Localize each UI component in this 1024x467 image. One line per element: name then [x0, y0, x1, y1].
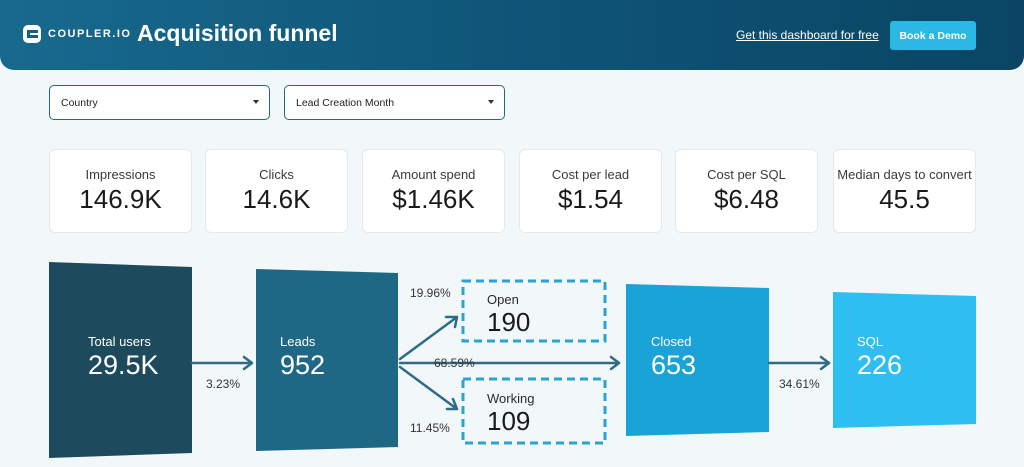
total-users-label: Total users: [88, 334, 151, 349]
pct-closed: 68.59%: [434, 356, 475, 370]
kpi-value: 14.6K: [242, 184, 311, 214]
kpi-label: Amount spend: [391, 167, 476, 182]
kpi-label: Impressions: [85, 167, 156, 182]
pct-open: 19.96%: [410, 286, 451, 300]
arrow-closed-to-sql: [767, 355, 831, 371]
closed-label: Closed: [651, 334, 692, 349]
open-value: 190: [487, 307, 531, 337]
arrow-leads-to-closed: [398, 355, 621, 371]
open-label: Open: [487, 292, 519, 307]
arrow-leads-to-working: [398, 365, 459, 411]
get-dashboard-link[interactable]: Get this dashboard for free: [736, 28, 879, 42]
kpi-value: $1.46K: [392, 184, 475, 214]
total-users-value: 29.5K: [88, 350, 159, 380]
book-demo-button[interactable]: Book a Demo: [890, 21, 976, 50]
kpi-card-cost-per-sql: Cost per SQL $6.48: [675, 149, 818, 233]
kpi-card-clicks: Clicks 14.6K: [205, 149, 348, 233]
coupler-logo[interactable]: COUPLER.IO: [22, 24, 131, 44]
funnel-leads-shape: [256, 269, 398, 451]
caret-down-icon: [253, 100, 259, 104]
sql-label: SQL: [857, 334, 884, 349]
coupler-logo-icon: [23, 25, 41, 43]
working-label: Working: [487, 391, 535, 406]
working-dashed-box: [461, 377, 607, 445]
kpi-label: Clicks: [259, 167, 294, 182]
pct-working: 11.45%: [410, 421, 450, 435]
kpi-label: Cost per SQL: [707, 167, 786, 182]
kpi-card-median-days: Median days to convert 45.5: [833, 149, 976, 233]
kpi-card-impressions: Impressions 146.9K: [49, 149, 192, 233]
funnel-closed-shape: [626, 284, 769, 436]
kpi-value: $1.54: [557, 184, 624, 214]
leads-value: 952: [280, 350, 326, 380]
country-select[interactable]: Country: [49, 85, 270, 120]
page-title: Acquisition funnel: [137, 20, 338, 46]
kpi-label: Cost per lead: [551, 167, 630, 182]
kpi-value: $6.48: [713, 184, 780, 214]
lead-month-select[interactable]: Lead Creation Month: [284, 85, 505, 120]
pct-closed-to-sql: 34.61%: [779, 377, 820, 391]
leads-label: Leads: [280, 334, 316, 349]
kpi-card-amount-spend: Amount spend $1.46K: [362, 149, 505, 233]
lead-month-select-label: Lead Creation Month: [296, 96, 395, 109]
kpi-value: 146.9K: [79, 184, 162, 214]
caret-down-icon: [488, 100, 494, 104]
closed-value: 653: [651, 350, 697, 380]
acquisition-funnel: Total users 29.5K Leads 952 Open 190 Wor…: [0, 255, 1024, 467]
kpi-label: Median days to convert: [837, 167, 972, 182]
arrow-leads-to-open: [398, 315, 459, 361]
arrow-users-to-leads: [190, 355, 254, 371]
open-dashed-box: [461, 279, 607, 343]
country-select-label: Country: [61, 96, 98, 109]
kpi-value: 45.5: [879, 184, 930, 214]
funnel-total-users-shape: [49, 262, 192, 458]
kpi-card-cost-per-lead: Cost per lead $1.54: [519, 149, 662, 233]
sql-value: 226: [857, 350, 903, 380]
header-bar: COUPLER.IO Acquisition funnel Get this d…: [0, 0, 1024, 70]
funnel-sql-shape: [833, 292, 976, 428]
pct-users-to-leads: 3.23%: [206, 377, 241, 391]
working-value: 109: [487, 406, 531, 436]
funnel-shapes: [49, 262, 976, 458]
logo-text: COUPLER.IO: [48, 28, 132, 40]
